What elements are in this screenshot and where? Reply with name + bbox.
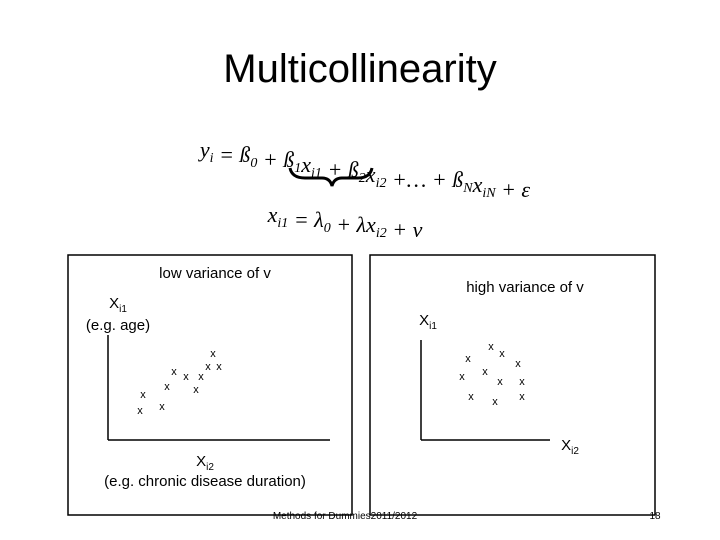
axis-note: (e.g. age) <box>86 317 150 334</box>
equation-part: x <box>267 202 278 227</box>
title: Multicollinearity <box>223 47 496 91</box>
scatter-mark: x <box>492 396 498 408</box>
equation-part: = ß <box>214 142 251 167</box>
equation-sub: iN <box>482 186 496 201</box>
axis-label: Xi2 <box>561 437 579 457</box>
panel-box <box>369 254 656 516</box>
axis-note: (e.g. chronic disease duration) <box>104 473 306 490</box>
scatter-mark: x <box>183 371 189 383</box>
equation-sub: N <box>462 181 473 196</box>
equation-sub: i1 <box>277 216 288 231</box>
brace <box>288 167 374 187</box>
scatter-mark: x <box>210 348 216 360</box>
equation-sub: i1 <box>311 166 322 181</box>
equation-part: + ß <box>257 147 294 172</box>
axis-label: X <box>561 437 571 454</box>
equation-sub: 1 <box>294 161 301 176</box>
equation-sub: i <box>210 151 214 166</box>
equation-part: x <box>300 152 311 177</box>
axis-label-sub: i2 <box>206 462 214 473</box>
scatter-mark: x <box>519 391 525 403</box>
axis-label: Xi1 <box>109 295 127 315</box>
axis-label-sub: i2 <box>571 446 579 457</box>
scatter-mark: x <box>198 371 204 383</box>
scatter-mark: x <box>164 381 170 393</box>
equation-part: +… + ß <box>386 167 463 192</box>
scatter-mark: x <box>216 361 222 373</box>
scatter-mark: x <box>205 361 211 373</box>
panel-title: high variance of v <box>466 279 584 296</box>
axis-label: Xi1 <box>419 312 437 332</box>
scatter-mark: x <box>519 376 525 388</box>
equation-part: = λ <box>288 207 323 232</box>
scatter-mark: x <box>140 389 146 401</box>
equation-sub: i2 <box>376 226 387 241</box>
equation-sub: 0 <box>324 221 331 236</box>
axis-label: X <box>109 295 119 312</box>
scatter-mark: x <box>171 366 177 378</box>
scatter-mark: x <box>468 391 474 403</box>
panel-title: low variance of v <box>159 265 271 282</box>
equation: yi = ß0 + ß1xi1 + ß2xi2 +… + ßNxiN + ε <box>198 137 531 202</box>
axis-label-sub: i1 <box>119 304 127 315</box>
scatter-mark: x <box>159 401 165 413</box>
equation-part: + v <box>387 217 423 242</box>
scatter-mark: x <box>499 348 505 360</box>
axis-label: X <box>419 312 429 329</box>
equation-part: y <box>198 137 210 162</box>
axis-label: Xi2 <box>196 453 214 473</box>
scatter-mark: x <box>459 371 465 383</box>
axis-label: X <box>196 453 206 470</box>
panel-box <box>67 254 353 516</box>
scatter-mark: x <box>465 353 471 365</box>
equation-part: + λx <box>331 212 376 237</box>
scatter-mark: x <box>497 376 503 388</box>
scatter-mark: x <box>137 405 143 417</box>
scatter-mark: x <box>482 366 488 378</box>
equation-part: x <box>472 172 483 197</box>
page-number: 18 <box>649 511 661 522</box>
scatter-mark: x <box>488 341 494 353</box>
equation: xi1 = λ0 + λxi2 + v <box>267 202 423 242</box>
footer: Methods for Dummies2011/2012 <box>273 511 418 522</box>
axis-label-sub: i1 <box>429 321 437 332</box>
scatter-mark: x <box>193 384 199 396</box>
equation-sub: 0 <box>250 156 257 171</box>
equation-part: + ε <box>496 177 531 202</box>
scatter-mark: x <box>515 358 521 370</box>
equation-sub: i2 <box>376 176 387 191</box>
